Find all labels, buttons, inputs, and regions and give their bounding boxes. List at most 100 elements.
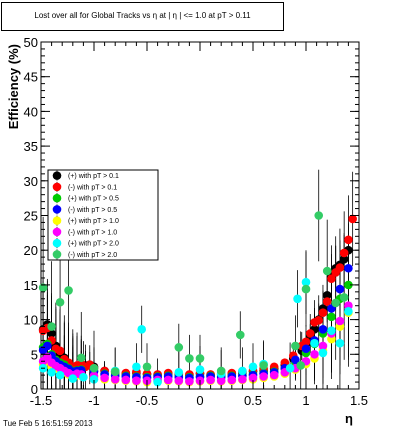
data-point: [318, 308, 328, 317]
data-point: [47, 322, 56, 331]
data-point: [55, 297, 65, 307]
legend-marker: [52, 227, 62, 237]
data-point: [335, 263, 345, 272]
y-tick-label: 25: [24, 209, 38, 224]
legend-label: (+) with pT > 0.1: [68, 173, 119, 180]
legend-marker: [52, 216, 62, 225]
legend-label: (+) with pT > 1.0: [68, 218, 119, 225]
data-point: [301, 277, 311, 287]
data-point: [344, 280, 353, 290]
data-point: [314, 315, 324, 325]
x-tick-label: 0.5: [244, 393, 262, 408]
data-point: [248, 373, 258, 383]
data-point: [335, 338, 345, 348]
legend-box: [47, 169, 159, 261]
y-tick-label: 5: [31, 347, 38, 362]
data-point: [227, 375, 237, 385]
data-point: [76, 353, 86, 363]
data-point: [318, 325, 328, 334]
data-point: [235, 330, 245, 340]
y-tick-label: 40: [24, 104, 38, 119]
data-point: [291, 355, 300, 365]
data-point: [331, 298, 340, 308]
data-point: [339, 254, 349, 264]
data-point: [195, 365, 205, 374]
data-point: [305, 329, 315, 338]
data-point: [110, 374, 120, 384]
y-tick-label: 20: [24, 243, 38, 258]
legend-label: (-) with pT > 2.0: [68, 252, 117, 259]
data-point: [259, 372, 268, 381]
data-point: [185, 354, 194, 363]
data-point: [206, 375, 215, 385]
x-tick-label: -0.5: [136, 393, 158, 408]
data-point: [327, 274, 336, 283]
data-point: [259, 361, 268, 370]
legend-marker: [52, 238, 62, 248]
data-point: [348, 214, 357, 224]
x-tick-label: 0: [196, 393, 203, 408]
legend-marker: [52, 171, 62, 180]
data-point: [121, 375, 131, 385]
chart-title: Lost over all for Global Tracks vs η at …: [34, 11, 251, 20]
legend-label: (+) with pT > 2.0: [68, 241, 119, 248]
data-point: [269, 370, 279, 380]
data-point: [335, 284, 345, 294]
data-point: [318, 348, 328, 358]
data-point: [322, 291, 332, 300]
data-point: [43, 341, 52, 351]
data-point: [322, 266, 332, 276]
y-tick-label: 35: [24, 139, 38, 154]
y-axis-title: Efficiency (%): [6, 44, 21, 129]
y-tick-label: 45: [24, 70, 38, 85]
data-point: [55, 370, 65, 380]
data-point: [322, 297, 332, 306]
data-point: [137, 325, 146, 334]
y-tick-label: 10: [24, 313, 38, 328]
data-point: [301, 337, 311, 347]
y-tick-label: 50: [24, 35, 38, 50]
chart-title-box: Lost over all for Global Tracks vs η at …: [1, 2, 284, 31]
data-point: [310, 338, 319, 348]
data-point: [339, 293, 349, 302]
data-point: [47, 368, 56, 377]
data-point: [68, 374, 78, 383]
data-point: [335, 316, 345, 326]
data-point: [327, 312, 336, 322]
x-tick-label: 1: [302, 393, 309, 408]
x-tick-label: -1: [88, 393, 100, 408]
data-point: [132, 362, 141, 372]
footer-timestamp: Tue Feb 5 16:51:59 2013: [3, 419, 93, 428]
data-point: [174, 368, 184, 377]
y-tick-label: 30: [24, 174, 38, 189]
data-point: [142, 362, 152, 372]
data-point: [163, 375, 173, 385]
legend-marker: [52, 182, 62, 192]
data-point: [296, 361, 306, 370]
data-point: [344, 235, 353, 245]
legend-marker: [52, 250, 62, 259]
x-axis-title: η: [345, 411, 353, 426]
data-point: [314, 211, 324, 220]
legend-marker: [52, 205, 62, 214]
data-point: [195, 354, 205, 363]
data-point: [291, 341, 300, 351]
data-point: [89, 374, 99, 384]
x-tick-label: 1.5: [350, 393, 368, 408]
data-point: [248, 362, 258, 372]
data-point: [327, 326, 336, 336]
x-tick-label: -1.5: [30, 393, 52, 408]
y-tick-label: 0: [31, 382, 38, 397]
data-point: [55, 346, 65, 356]
data-point: [153, 377, 162, 387]
data-point: [100, 373, 109, 383]
data-point: [285, 363, 295, 373]
legend-label: (-) with pT > 1.0: [68, 229, 117, 236]
data-point: [89, 363, 99, 373]
legend-label: (-) with pT > 0.1: [68, 184, 117, 191]
y-tick-label: 15: [24, 278, 38, 293]
data-point: [310, 350, 319, 359]
data-point: [238, 366, 247, 376]
data-point: [216, 366, 226, 376]
data-point: [185, 377, 194, 386]
